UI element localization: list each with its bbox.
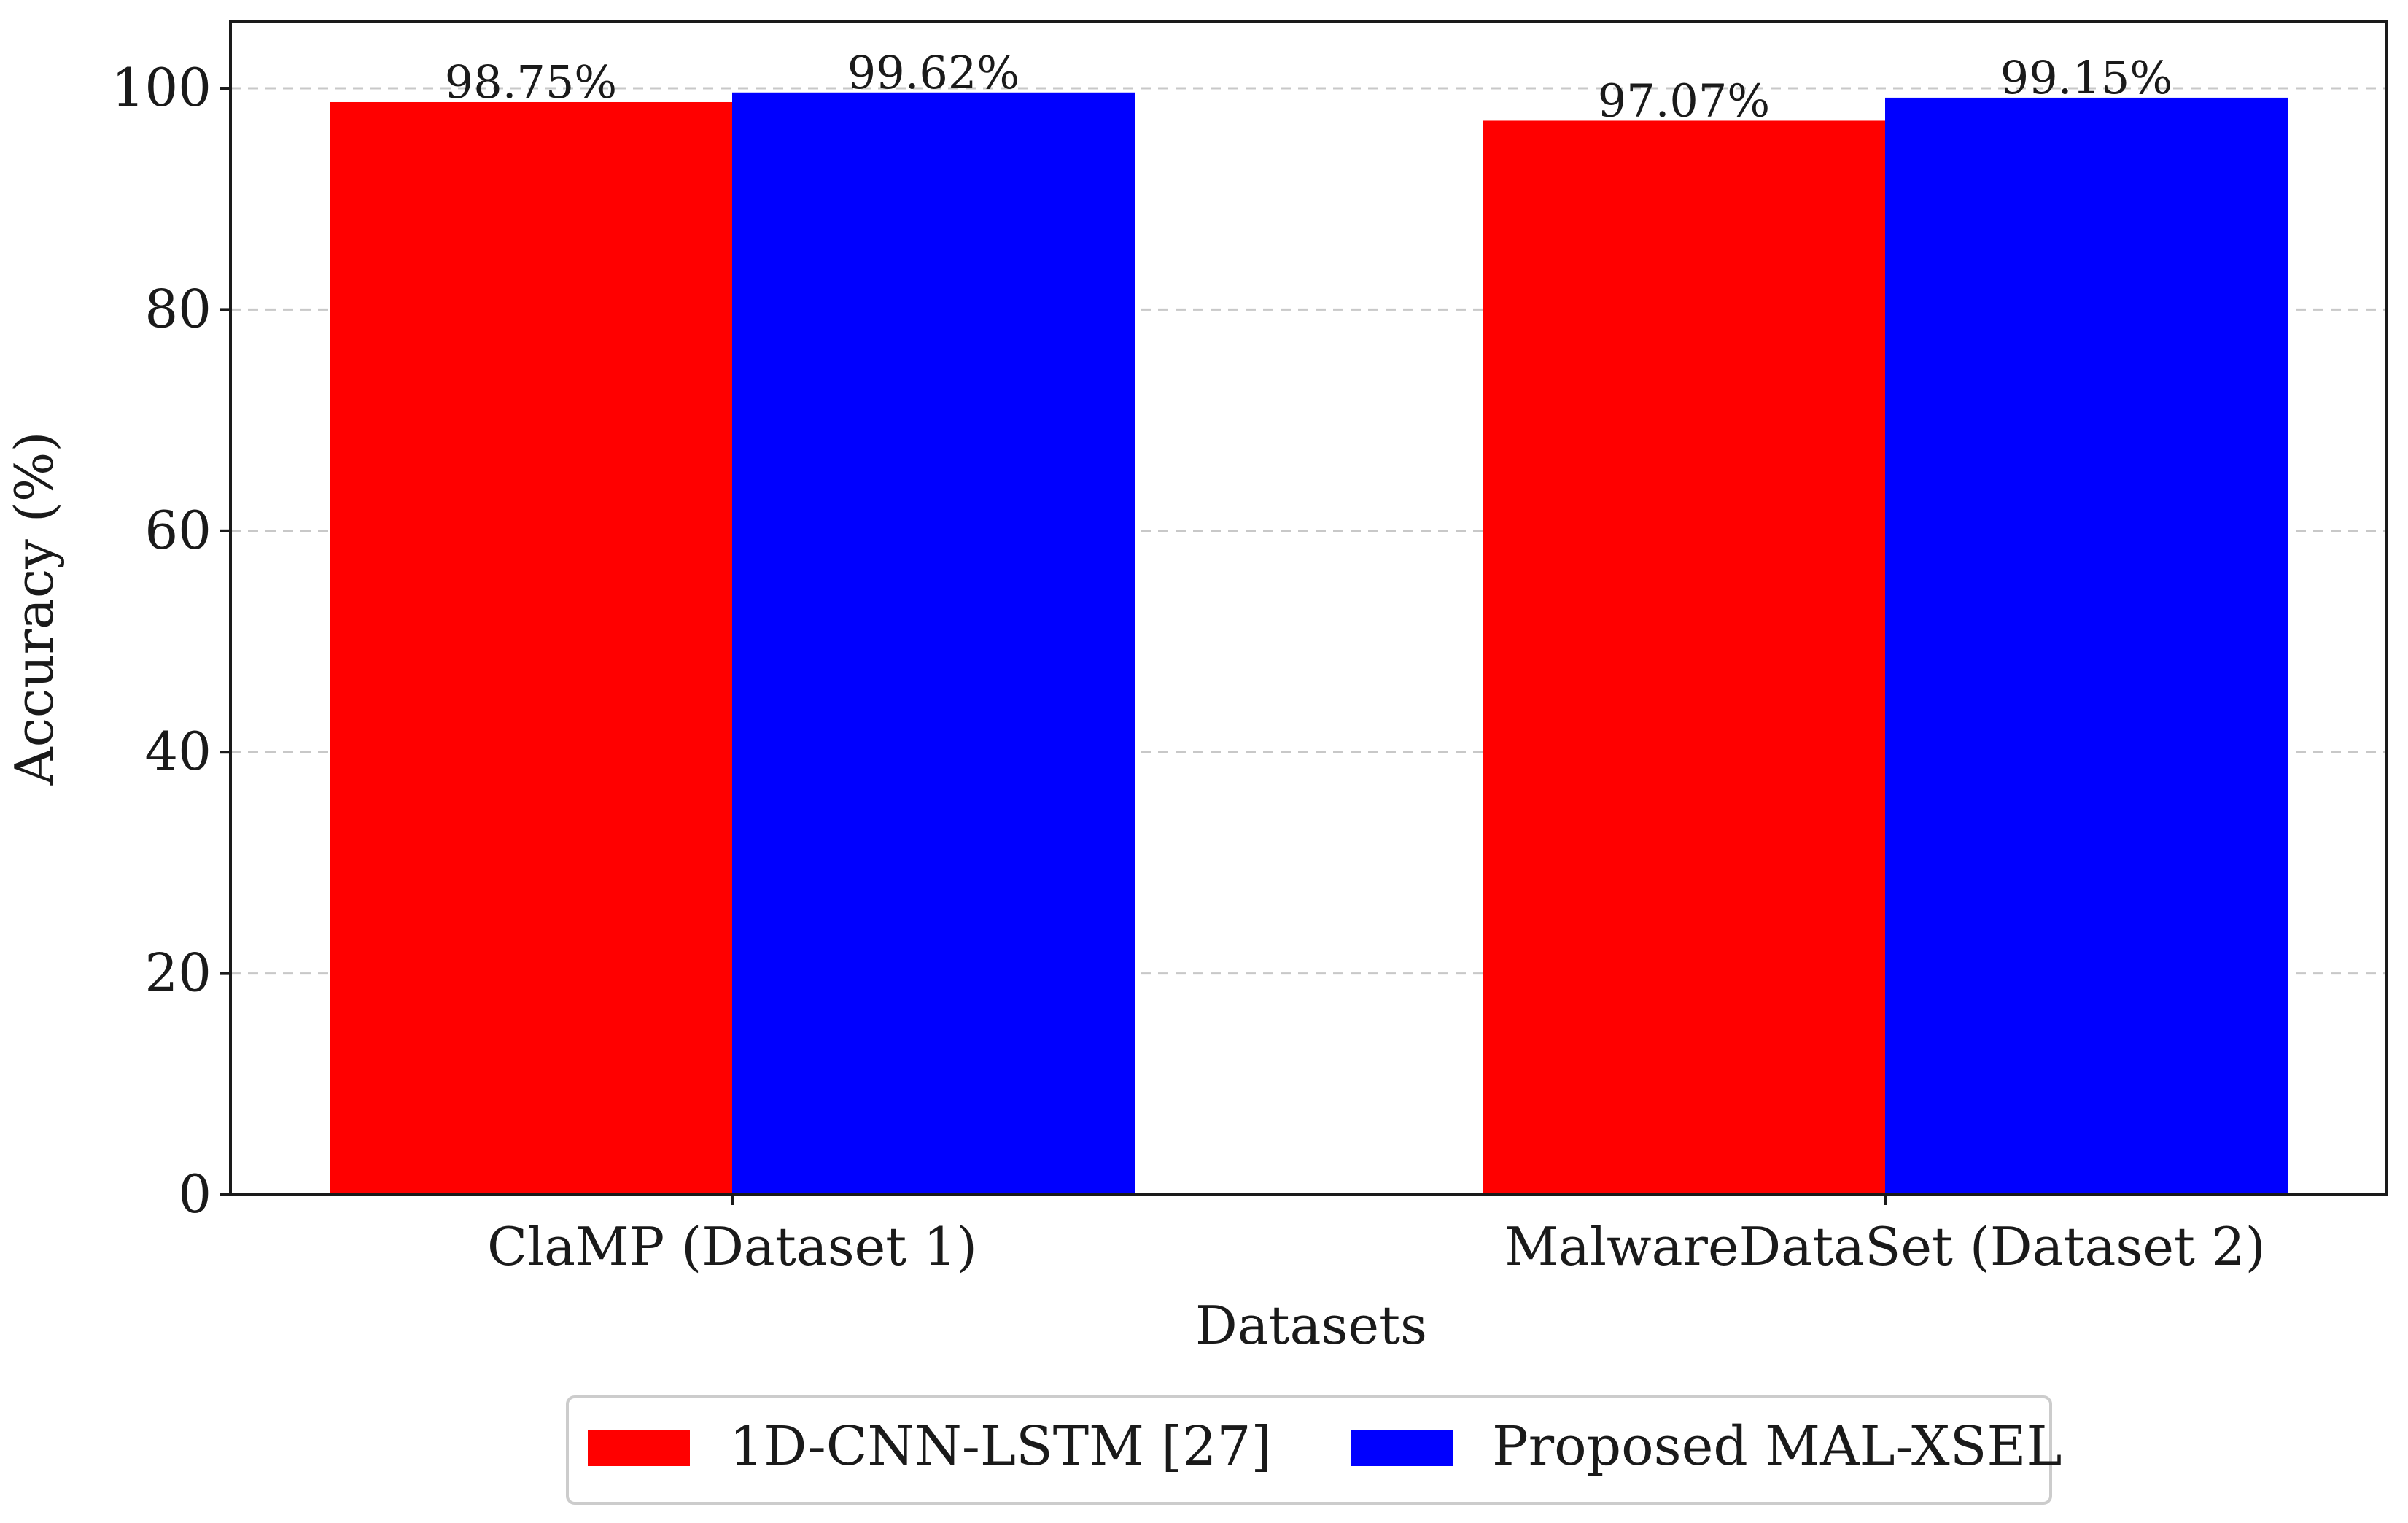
legend-label-proposed-mal-xsel: Proposed MAL-XSEL <box>1492 1415 2062 1478</box>
y-tick-label-80: 80 <box>144 278 211 339</box>
bar-1d-cnn-lstm-27-malwaredataset-dataset-2 <box>1483 120 1885 1195</box>
y-axis-title: Accuracy (%) <box>4 432 65 786</box>
x-axis: ClaMP (Dataset 1) MalwareDataSet (Dataset… <box>487 1195 2266 1277</box>
y-tick-label-0: 0 <box>178 1163 211 1225</box>
bar-label-1d-cnn-lstm-27-clamp-dataset-1: 98.75% <box>445 55 617 109</box>
x-tick-label-malwaredataset-dataset-2: MalwareDataSet (Dataset 2) <box>1504 1216 2265 1277</box>
bar-label-proposed-mal-xsel-malwaredataset-dataset-2: 99.15% <box>2000 51 2172 104</box>
x-axis-title: Datasets <box>1195 1295 1427 1356</box>
bar-value-labels: 98.75% 99.62% 97.07% 99.15% <box>445 46 2172 128</box>
y-tick-label-40: 40 <box>144 721 211 782</box>
y-tick-label-100: 100 <box>112 57 211 118</box>
bar-proposed-mal-xsel-malwaredataset-dataset-2 <box>1885 97 2288 1195</box>
legend-box <box>566 1395 2052 1505</box>
bar-1d-cnn-lstm-27-clamp-dataset-1 <box>330 101 732 1195</box>
y-axis: 0 20 40 60 80 100 <box>112 57 230 1225</box>
bars <box>330 92 2288 1195</box>
bar-label-proposed-mal-xsel-clamp-dataset-1: 99.62% <box>847 46 1019 99</box>
legend: 1D-CNN-LSTM [27] Proposed MAL-XSEL <box>566 1395 2062 1505</box>
plot-frame <box>229 20 2388 1196</box>
y-tick-label-20: 20 <box>144 942 211 1004</box>
y-tick-label-60: 60 <box>144 500 211 561</box>
legend-swatch-1d-cnn-lstm <box>588 1430 690 1466</box>
x-tick-label-clamp-dataset-1: ClaMP (Dataset 1) <box>487 1216 977 1277</box>
bar-proposed-mal-xsel-clamp-dataset-1 <box>732 92 1135 1195</box>
legend-swatch-proposed-mal-xsel <box>1351 1430 1453 1466</box>
bar-label-1d-cnn-lstm-27-malwaredataset-dataset-2: 97.07% <box>1598 74 1770 127</box>
legend-label-1d-cnn-lstm: 1D-CNN-LSTM [27] <box>729 1415 1272 1478</box>
